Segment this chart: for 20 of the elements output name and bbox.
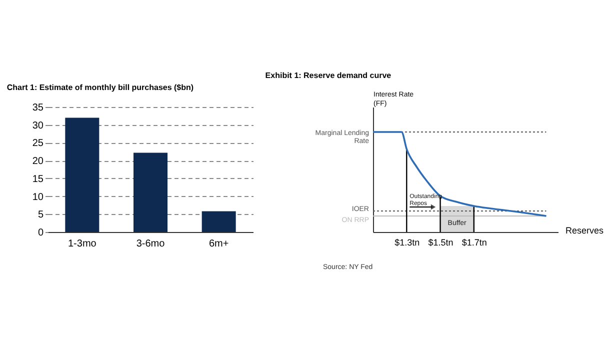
x-tick-label: 6m+ [208, 238, 229, 250]
chart-title: Chart 1: Estimate of monthly bill purchases ($bn) [6, 83, 194, 92]
y-tick-label: 15 [32, 174, 44, 185]
y-tick-label: 0 [38, 228, 44, 238]
x-tick-label: $1.3tn [394, 238, 420, 248]
x-tick-label: $1.7tn [462, 238, 487, 248]
y-tick-label: 35 [32, 102, 44, 114]
x-tick-label: $1.5tn [428, 238, 454, 248]
bar [134, 152, 168, 232]
y-tick-label: 10 [32, 192, 44, 203]
y-tick-label: 20 [32, 156, 44, 168]
y-tick-label: 25 [32, 138, 44, 150]
chart-title: Exhibit 1: Reserve demand curve [265, 71, 392, 80]
y-tick-label: 5 [38, 210, 44, 221]
x-tick-label: 1-3mo [68, 238, 97, 250]
x-axis-title: Reserves [566, 226, 604, 236]
y-tick-label: 30 [32, 120, 44, 132]
bar [202, 211, 236, 232]
x-tick-label: 3-6mo [136, 238, 166, 250]
bar [65, 118, 100, 232]
